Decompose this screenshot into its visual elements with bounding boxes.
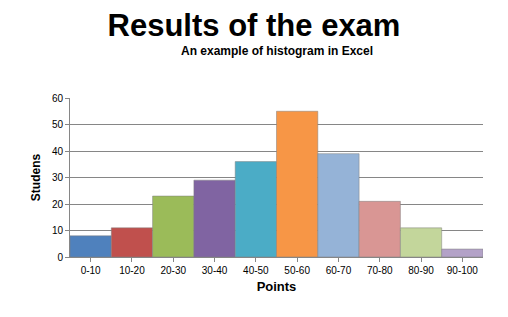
- svg-text:20-30: 20-30: [160, 265, 186, 276]
- svg-text:80-90: 80-90: [408, 265, 434, 276]
- svg-text:An example of histogram in Exc: An example of histogram in Excel: [181, 44, 373, 58]
- svg-text:0: 0: [57, 252, 63, 263]
- svg-text:90-100: 90-100: [447, 265, 479, 276]
- svg-text:70-80: 70-80: [367, 265, 393, 276]
- svg-text:30-40: 30-40: [202, 265, 228, 276]
- svg-text:20: 20: [52, 199, 64, 210]
- svg-text:10-20: 10-20: [119, 265, 145, 276]
- svg-text:50-60: 50-60: [284, 265, 310, 276]
- svg-text:60-70: 60-70: [326, 265, 352, 276]
- svg-text:50: 50: [52, 119, 64, 130]
- svg-text:Results of the exam: Results of the exam: [108, 8, 401, 43]
- svg-text:40-50: 40-50: [243, 265, 269, 276]
- svg-text:30: 30: [52, 172, 64, 183]
- svg-text:0-10: 0-10: [81, 265, 101, 276]
- svg-text:10: 10: [52, 225, 64, 236]
- svg-text:Points: Points: [257, 279, 297, 294]
- svg-text:40: 40: [52, 146, 64, 157]
- svg-text:Studens: Studens: [29, 154, 43, 202]
- svg-text:60: 60: [52, 93, 64, 104]
